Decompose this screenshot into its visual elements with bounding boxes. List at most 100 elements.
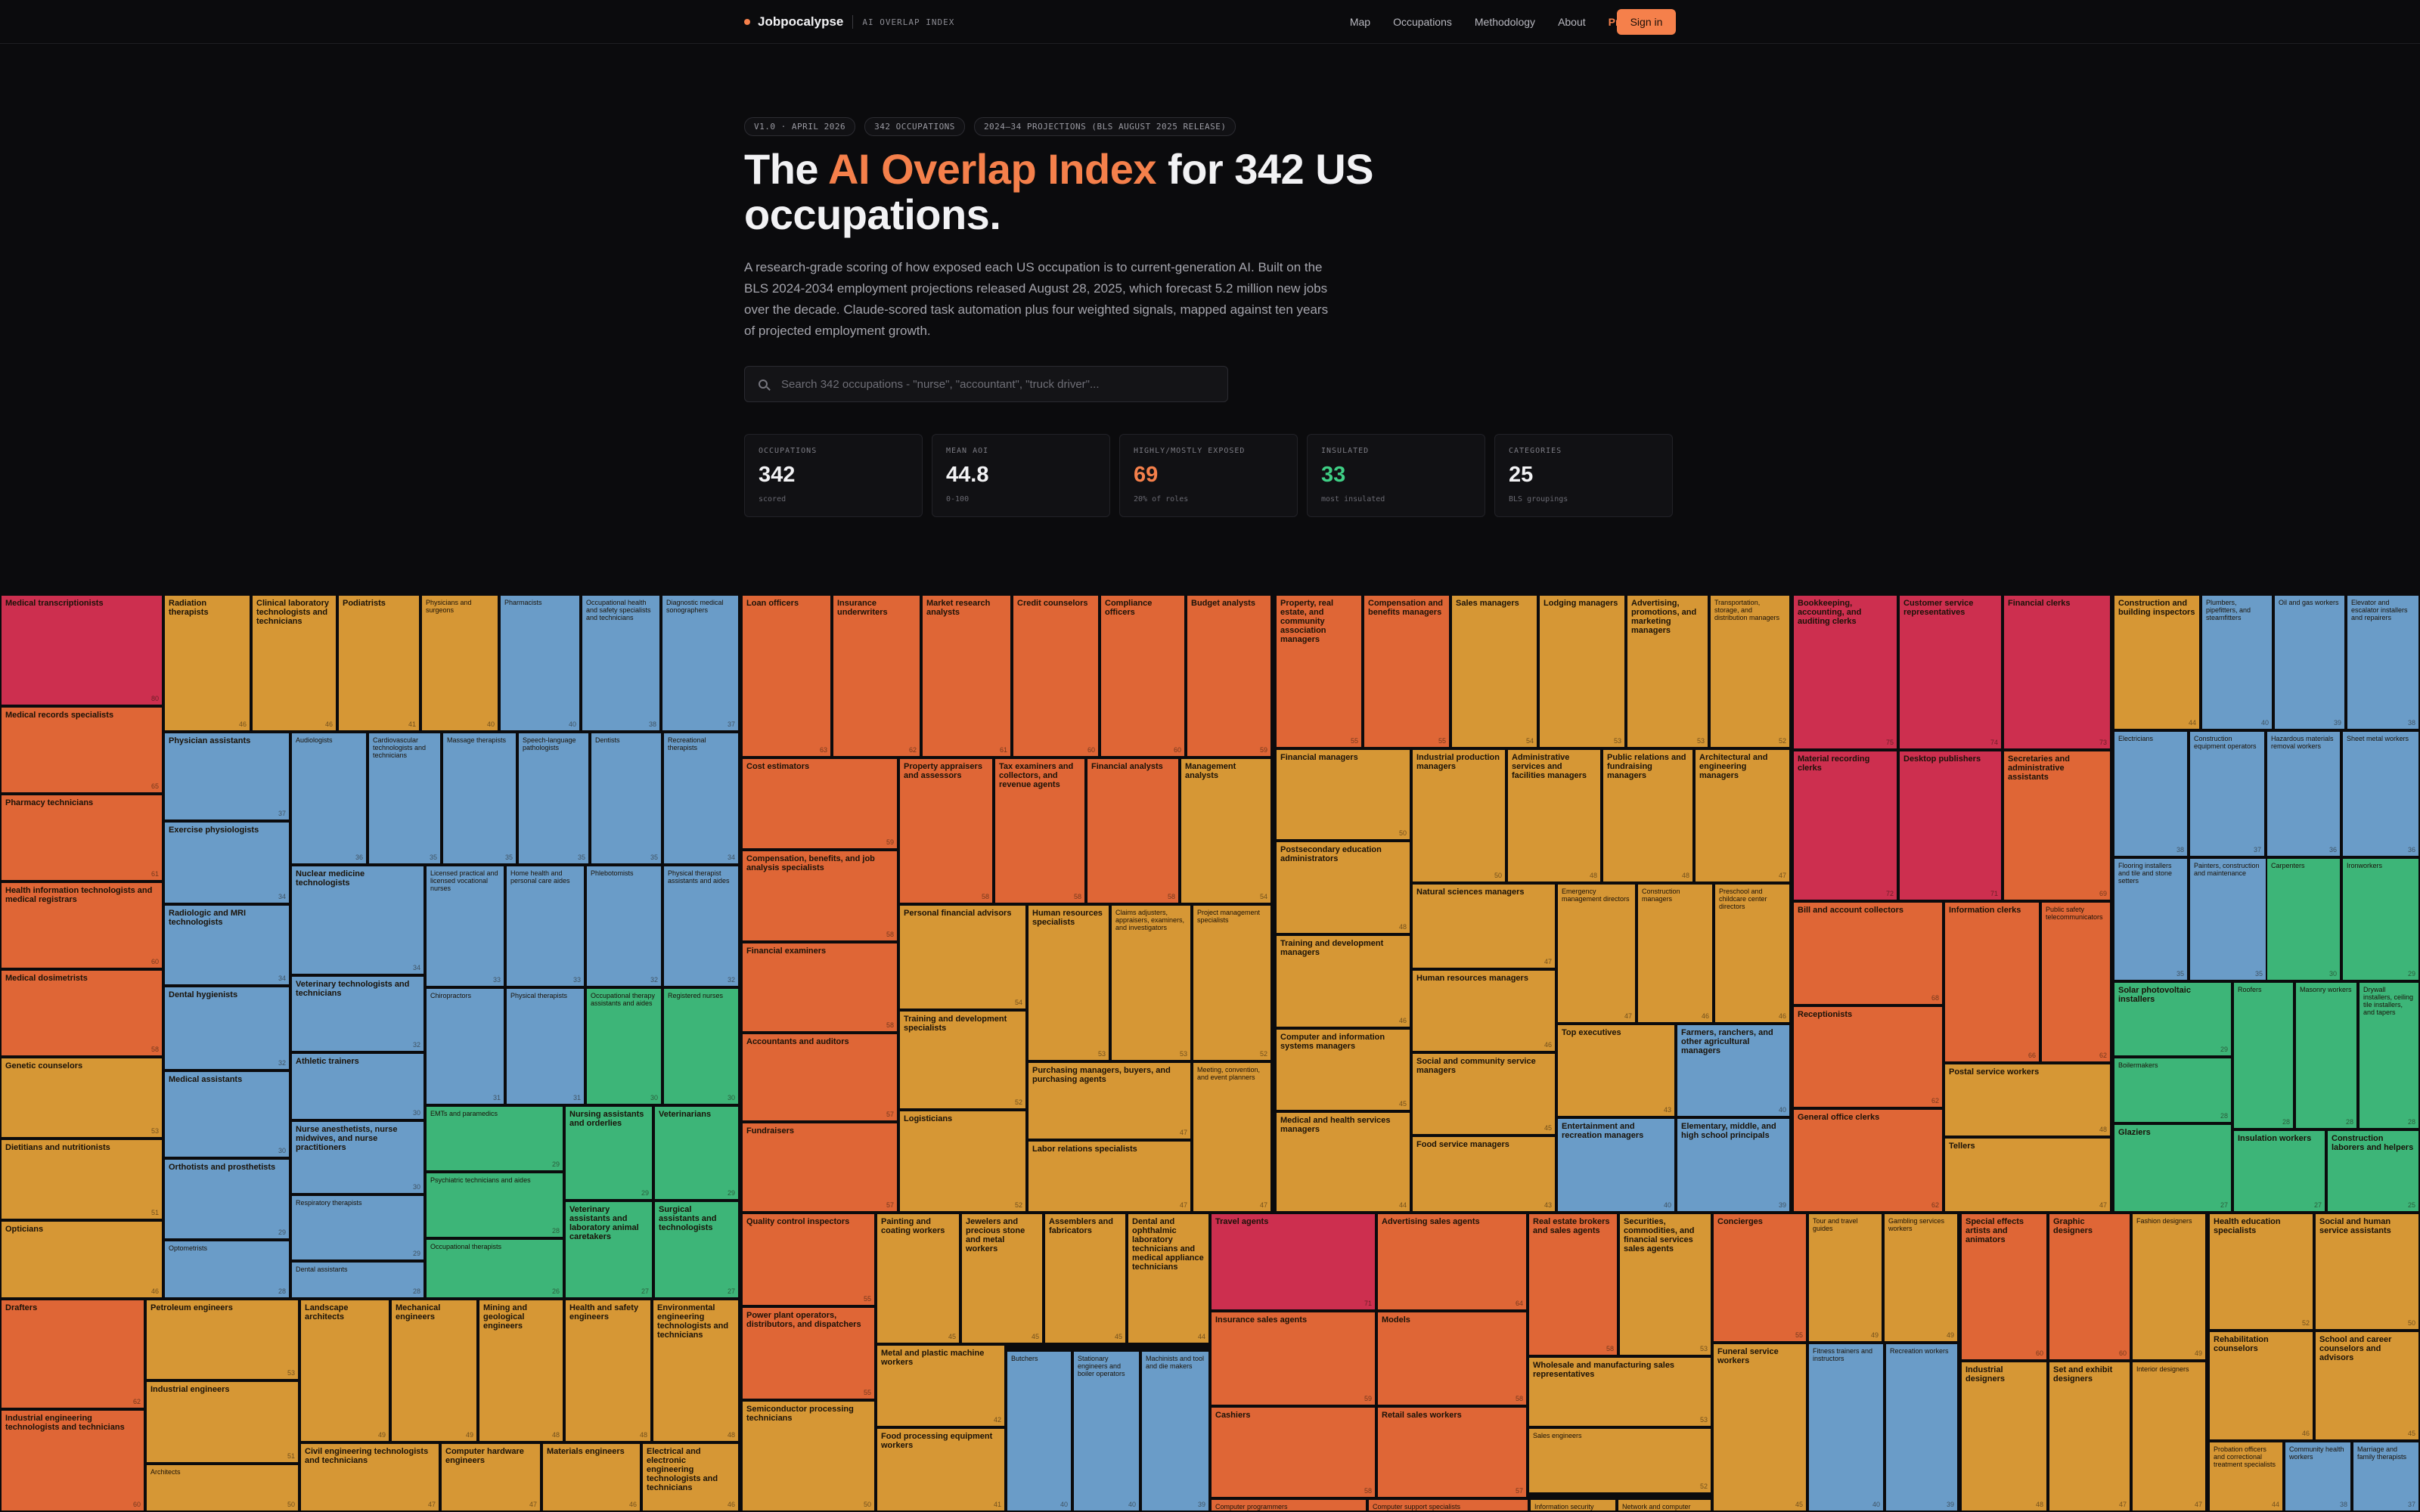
nav-link-map[interactable]: Map bbox=[1349, 16, 1371, 28]
treemap-tile[interactable]: Boilermakers 28 bbox=[2113, 1057, 2232, 1123]
treemap-tile[interactable]: General office clerks 62 bbox=[1792, 1108, 1944, 1213]
treemap-tile[interactable]: Chiropractors 31 bbox=[425, 987, 505, 1105]
treemap-tile[interactable]: Entertainment and recreation managers 40 bbox=[1556, 1117, 1676, 1213]
treemap-tile[interactable]: Podiatrists 41 bbox=[337, 594, 420, 732]
treemap-tile[interactable]: Phlebotomists 32 bbox=[585, 865, 662, 987]
treemap-tile[interactable]: Meeting, convention, and event planners 4… bbox=[1192, 1061, 1272, 1213]
treemap-tile[interactable]: Veterinary assistants and laboratory ani… bbox=[564, 1201, 653, 1299]
treemap-tile[interactable]: Glaziers 27 bbox=[2113, 1123, 2232, 1213]
treemap-tile[interactable]: Financial examiners 58 bbox=[741, 942, 898, 1033]
treemap-tile[interactable]: Materials engineers 46 bbox=[541, 1442, 641, 1512]
treemap-tile[interactable]: Purchasing managers, buyers, and purchas… bbox=[1027, 1061, 1192, 1140]
treemap-tile[interactable]: Stationary engineers and boiler operator… bbox=[1072, 1350, 1140, 1512]
treemap-tile[interactable]: Transportation, storage, and distributio… bbox=[1709, 594, 1791, 748]
treemap-tile[interactable]: Elevator and escalator installers and re… bbox=[2346, 594, 2420, 730]
search-bar[interactable] bbox=[744, 366, 1228, 402]
treemap-tile[interactable]: Carpenters 30 bbox=[2266, 857, 2341, 981]
treemap-tile[interactable]: Architects 50 bbox=[145, 1464, 299, 1512]
treemap-tile[interactable]: Registered nurses 30 bbox=[662, 987, 740, 1105]
treemap-tile[interactable]: Cashiers 58 bbox=[1210, 1406, 1376, 1498]
treemap-tile[interactable]: Cardiovascular technologists and technic… bbox=[368, 732, 442, 865]
treemap-tile[interactable]: Civil engineering technologists and tech… bbox=[299, 1442, 440, 1512]
treemap-tile[interactable]: Social and community service managers 45 bbox=[1411, 1052, 1556, 1136]
treemap-tile[interactable]: Fashion designers 49 bbox=[2131, 1213, 2207, 1361]
treemap-tile[interactable]: Painters, construction and maintenance 35 bbox=[2189, 857, 2267, 981]
treemap-tile[interactable]: School and career counselors and advisor… bbox=[2314, 1331, 2420, 1441]
treemap-tile[interactable]: Management analysts 54 bbox=[1180, 758, 1272, 904]
treemap-tile[interactable]: Clinical laboratory technologists and te… bbox=[251, 594, 337, 732]
treemap-tile[interactable]: Personal financial advisors 54 bbox=[898, 904, 1027, 1010]
treemap-tile[interactable]: Audiologists 36 bbox=[290, 732, 368, 865]
treemap-tile[interactable]: Nurse anesthetists, nurse midwives, and … bbox=[290, 1120, 425, 1194]
nav-link-about[interactable]: About bbox=[1558, 16, 1586, 28]
treemap-tile[interactable]: Painting and coating workers 45 bbox=[876, 1213, 960, 1344]
treemap-tile[interactable]: Occupational therapists 26 bbox=[425, 1238, 564, 1299]
treemap-tile[interactable]: Metal and plastic machine workers 42 bbox=[876, 1344, 1006, 1427]
treemap-tile[interactable]: Compensation and benefits managers 55 bbox=[1363, 594, 1450, 748]
treemap-tile[interactable]: Construction managers 46 bbox=[1637, 883, 1714, 1024]
treemap-tile[interactable]: Industrial production managers 50 bbox=[1411, 748, 1506, 883]
treemap-tile[interactable]: Insulation workers 27 bbox=[2232, 1129, 2326, 1213]
treemap-tile[interactable]: Dental assistants 28 bbox=[290, 1261, 425, 1299]
treemap-tile[interactable]: Food processing equipment workers 41 bbox=[876, 1427, 1006, 1512]
treemap-tile[interactable]: Industrial engineers 51 bbox=[145, 1380, 299, 1464]
treemap-tile[interactable]: Human resources specialists 53 bbox=[1027, 904, 1110, 1061]
treemap-tile[interactable]: Computer hardware engineers 47 bbox=[440, 1442, 541, 1512]
treemap-tile[interactable]: Budget analysts 59 bbox=[1186, 594, 1272, 758]
treemap-tile[interactable]: Special effects artists and animators 60 bbox=[1960, 1213, 2048, 1361]
treemap-tile[interactable]: Licensed practical and licensed vocation… bbox=[425, 865, 505, 987]
treemap-tile[interactable]: Farmers, ranchers, and other agricultura… bbox=[1676, 1024, 1791, 1117]
treemap-tile[interactable]: Preschool and childcare center directors… bbox=[1714, 883, 1791, 1024]
treemap-tile[interactable]: Gambling services workers 49 bbox=[1883, 1213, 1959, 1343]
treemap-tile[interactable]: Occupational therapy assistants and aide… bbox=[585, 987, 662, 1105]
treemap-tile[interactable]: Bookkeeping, accounting, and auditing cl… bbox=[1792, 594, 1898, 750]
treemap-tile[interactable]: Orthotists and prosthetists 29 bbox=[163, 1158, 290, 1240]
treemap-tile[interactable]: Real estate brokers and sales agents 58 bbox=[1528, 1213, 1618, 1356]
treemap-tile[interactable]: Physical therapists 31 bbox=[505, 987, 585, 1105]
treemap-tile[interactable]: Health and safety engineers 48 bbox=[564, 1299, 652, 1442]
treemap-tile[interactable]: Social and human service assistants 50 bbox=[2314, 1213, 2420, 1331]
treemap-tile[interactable]: Advertising sales agents 64 bbox=[1376, 1213, 1528, 1311]
brand[interactable]: Jobpocalypse AI OVERLAP INDEX bbox=[744, 13, 954, 31]
treemap-tile[interactable]: Emergency management directors 47 bbox=[1556, 883, 1637, 1024]
treemap-tile[interactable]: Mechanical engineers 49 bbox=[390, 1299, 478, 1442]
treemap-tile[interactable]: Insurance underwriters 62 bbox=[832, 594, 921, 758]
treemap-tile[interactable]: Funeral service workers 45 bbox=[1712, 1343, 1807, 1512]
treemap-tile[interactable]: EMTs and paramedics 29 bbox=[425, 1105, 564, 1172]
treemap-tile[interactable]: Masonry workers 28 bbox=[2294, 981, 2358, 1129]
treemap-tile[interactable]: Credit counselors 60 bbox=[1012, 594, 1100, 758]
treemap-tile[interactable]: Compensation, benefits, and job analysis… bbox=[741, 850, 898, 942]
treemap-tile[interactable]: Sales managers 54 bbox=[1450, 594, 1538, 748]
treemap-tile[interactable]: Genetic counselors 53 bbox=[0, 1057, 163, 1139]
treemap-tile[interactable]: Respiratory therapists 29 bbox=[290, 1194, 425, 1261]
treemap-tile[interactable]: Radiation therapists 46 bbox=[163, 594, 251, 732]
treemap-tile[interactable]: Physician assistants 37 bbox=[163, 732, 290, 821]
treemap-tile[interactable]: Construction and building inspectors 44 bbox=[2113, 594, 2201, 730]
treemap-tile[interactable]: Health information technologists and med… bbox=[0, 881, 163, 969]
treemap-tile[interactable]: Sheet metal workers 36 bbox=[2341, 730, 2420, 857]
treemap-tile[interactable]: Industrial engineering technologists and… bbox=[0, 1409, 145, 1512]
treemap-tile[interactable]: Tour and travel guides 49 bbox=[1807, 1213, 1883, 1343]
treemap-tile[interactable]: Graphic designers 60 bbox=[2048, 1213, 2131, 1361]
treemap-tile[interactable]: Flooring installers and tile and stone s… bbox=[2113, 857, 2189, 981]
treemap-tile[interactable]: Administrative services and facilities m… bbox=[1506, 748, 1602, 883]
treemap-tile[interactable]: Computer and information systems manager… bbox=[1275, 1028, 1411, 1111]
treemap-tile[interactable]: Roofers 28 bbox=[2232, 981, 2294, 1129]
treemap-tile[interactable]: Tellers 47 bbox=[1944, 1137, 2111, 1213]
search-input[interactable] bbox=[781, 377, 1205, 391]
treemap-tile[interactable]: Physicians and surgeons 40 bbox=[420, 594, 499, 732]
treemap-tile[interactable]: Environmental engineering technologists … bbox=[652, 1299, 740, 1442]
treemap-tile[interactable]: Recreation workers 39 bbox=[1885, 1343, 1959, 1512]
treemap-tile[interactable]: Retail sales workers 57 bbox=[1376, 1406, 1528, 1498]
treemap-tile[interactable]: Rehabilitation counselors 46 bbox=[2208, 1331, 2314, 1441]
treemap-tile[interactable]: Claims adjusters, appraisers, examiners,… bbox=[1110, 904, 1192, 1061]
treemap-tile[interactable]: Public safety telecommunicators 62 bbox=[2040, 901, 2111, 1063]
treemap-tile[interactable]: Occupational health and safety specialis… bbox=[581, 594, 661, 732]
treemap-tile[interactable]: Natural sciences managers 47 bbox=[1411, 883, 1556, 969]
treemap-tile[interactable]: Dental hygienists 32 bbox=[163, 986, 290, 1070]
treemap-tile[interactable]: Secretaries and administrative assistant… bbox=[2003, 750, 2111, 901]
treemap-tile[interactable]: Postsecondary education administrators 48 bbox=[1275, 841, 1411, 934]
treemap-tile[interactable]: Veterinarians 29 bbox=[653, 1105, 740, 1201]
treemap-tile[interactable]: Elementary, middle, and high school prin… bbox=[1676, 1117, 1791, 1213]
treemap-tile[interactable]: Food service managers 43 bbox=[1411, 1136, 1556, 1213]
